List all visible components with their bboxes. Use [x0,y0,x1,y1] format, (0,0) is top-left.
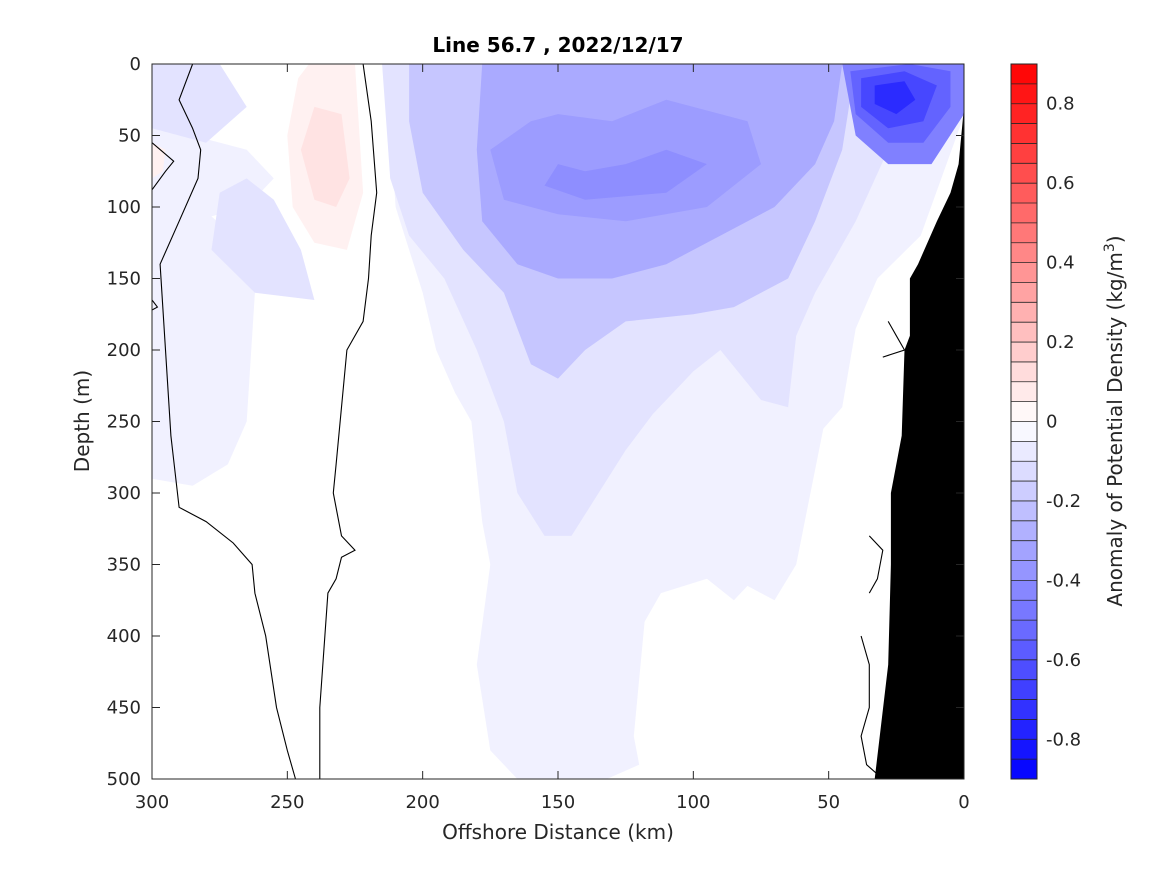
colorbar-label-suffix: ) [1103,235,1127,243]
colorbar-tick-label: 0 [1046,412,1057,433]
colorbar-swatch [1011,540,1037,561]
x-tick-label: 200 [405,792,439,813]
y-tick-label: 300 [107,483,141,504]
colorbar-swatch [1011,322,1037,343]
colorbar-swatch [1011,103,1037,124]
y-tick-label: 150 [107,269,141,290]
colorbar-swatch [1011,143,1037,164]
colorbar-swatch [1011,242,1037,263]
colorbar-swatch [1011,381,1037,402]
colorbar-swatch [1011,719,1037,740]
colorbar-swatch [1011,64,1037,85]
colorbar-tick-label: -0.6 [1046,650,1081,671]
colorbar-swatch [1011,441,1037,462]
zero-contour-line-6 [860,635,884,779]
bathymetry-shelf [874,106,964,779]
density-region-13 [874,81,916,115]
x-tick-label: 50 [817,792,840,813]
y-tick-label: 350 [107,555,141,576]
x-tick-label: 150 [541,792,575,813]
colorbar-swatch [1011,401,1037,422]
colorbar-tick-label: 0.8 [1046,94,1075,115]
y-tick-label: 250 [107,412,141,433]
colorbar-swatch [1011,739,1037,760]
colorbar-swatch [1011,461,1037,482]
x-axis: 300 250 200 150 100 50 0 [135,64,970,813]
colorbar-swatch [1011,123,1037,144]
density-region-3 [152,64,247,143]
colorbar-swatch [1011,620,1037,641]
colorbar-label: Anomaly of Potential Density (kg/m3) [1102,235,1127,606]
y-tick-label: 200 [107,340,141,361]
y-tick-label: 450 [107,698,141,719]
y-tick-label: 400 [107,626,141,647]
colorbar-swatch [1011,163,1037,184]
colorbar-label-superscript: 3 [1102,243,1118,252]
colorbar-swatch [1011,600,1037,621]
density-region-16 [300,106,350,207]
colorbar-swatch [1011,302,1037,323]
colorbar-swatch [1011,222,1037,244]
colorbar-swatch [1011,679,1037,700]
zero-contour-line-5 [868,535,884,594]
colorbar-tick-label: -0.2 [1046,491,1081,512]
colorbar-swatch [1011,481,1037,502]
colorbar-swatch [1011,203,1037,224]
y-tick-label: 50 [118,126,141,147]
colorbar-label-main: Anomaly of Potential Density (kg/m [1103,252,1127,606]
colorbar-swatch [1011,282,1037,303]
y-tick-label: 100 [107,197,141,218]
colorbar-swatch [1011,699,1037,720]
x-axis-label: Offshore Distance (km) [442,820,674,844]
bathymetry-layer [874,106,964,779]
y-tick-label: 500 [107,769,141,790]
colorbar-tick-label: 0.4 [1046,253,1075,274]
colorbar-tick-label: 0.2 [1046,332,1075,353]
colorbar-swatch [1011,580,1037,601]
y-axis-label: Depth (m) [70,370,94,472]
zero-contour-line-3 [152,299,159,311]
density-region-4 [211,178,315,300]
x-tick-label: 250 [270,792,304,813]
colorbar-swatch [1011,183,1037,204]
zero-contour-line-2 [152,142,175,191]
colorbar-swatch [1011,361,1037,383]
colorbar-swatch [1011,500,1037,522]
colorbar-frame [1010,63,1038,780]
colorbar: -0.8 -0.6 -0.4 -0.2 0 0.2 0.4 0.6 0.8 [1010,63,1081,780]
colorbar-tick-label: 0.6 [1046,173,1075,194]
colorbar-swatch [1011,520,1037,541]
colorbar-swatch [1011,639,1037,661]
density-fill-layer [152,64,964,779]
x-tick-label: 0 [958,792,969,813]
chart-title: Line 56.7 , 2022/12/17 [432,33,683,57]
colorbar-tick-label: -0.8 [1046,729,1081,750]
colorbar-swatch [1011,83,1037,105]
colorbar-swatch [1011,659,1037,680]
density-region-8 [490,99,761,222]
y-tick-label: 0 [130,54,141,75]
density-region-9 [544,149,707,200]
colorbar-swatch [1011,759,1037,780]
y-axis: 0 50 100 150 200 250 300 350 400 450 500 [107,54,964,790]
zero-contour-line-4 [882,321,906,358]
zero-contour-layer [152,64,906,779]
colorbar-swatch [1011,262,1037,283]
x-tick-label: 100 [676,792,710,813]
zero-contour-line-0 [159,64,297,779]
colorbar-swatch [1011,560,1037,581]
colorbar-tick-label: -0.4 [1046,570,1081,591]
x-tick-label: 300 [135,792,169,813]
colorbar-swatch [1011,421,1037,442]
zero-contour-line-1 [319,64,378,779]
colorbar-swatch [1011,342,1037,363]
